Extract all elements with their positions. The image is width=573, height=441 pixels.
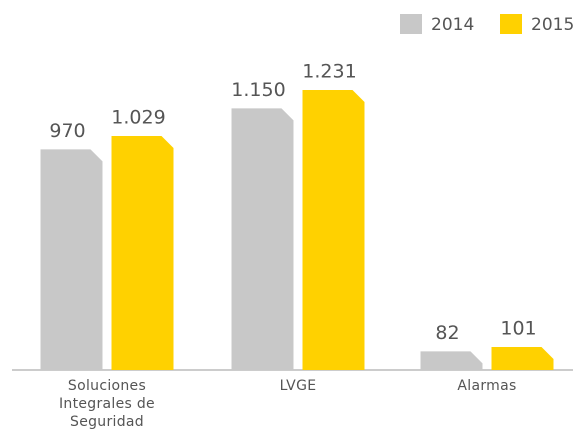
- bar: [40, 149, 103, 370]
- legend-swatch: [400, 14, 422, 34]
- value-label: 1.231: [302, 61, 356, 83]
- x-tick-label: Soluciones Integrales de Seguridad: [59, 378, 155, 430]
- x-tick-label: Alarmas: [457, 378, 517, 394]
- value-label: 82: [435, 322, 459, 344]
- legend-swatch: [500, 14, 522, 34]
- bar: [111, 135, 174, 370]
- value-label: 970: [49, 120, 85, 142]
- legend-label: 2014: [431, 15, 474, 35]
- x-tick-label: LVGE: [279, 378, 317, 394]
- legend-label: 2015: [531, 15, 573, 35]
- bar: [420, 351, 483, 370]
- bar: [231, 108, 294, 370]
- value-label: 101: [500, 318, 536, 340]
- value-label: 1.150: [231, 79, 285, 101]
- bar: [491, 347, 554, 370]
- value-label: 1.029: [111, 106, 165, 128]
- bar: [302, 90, 365, 370]
